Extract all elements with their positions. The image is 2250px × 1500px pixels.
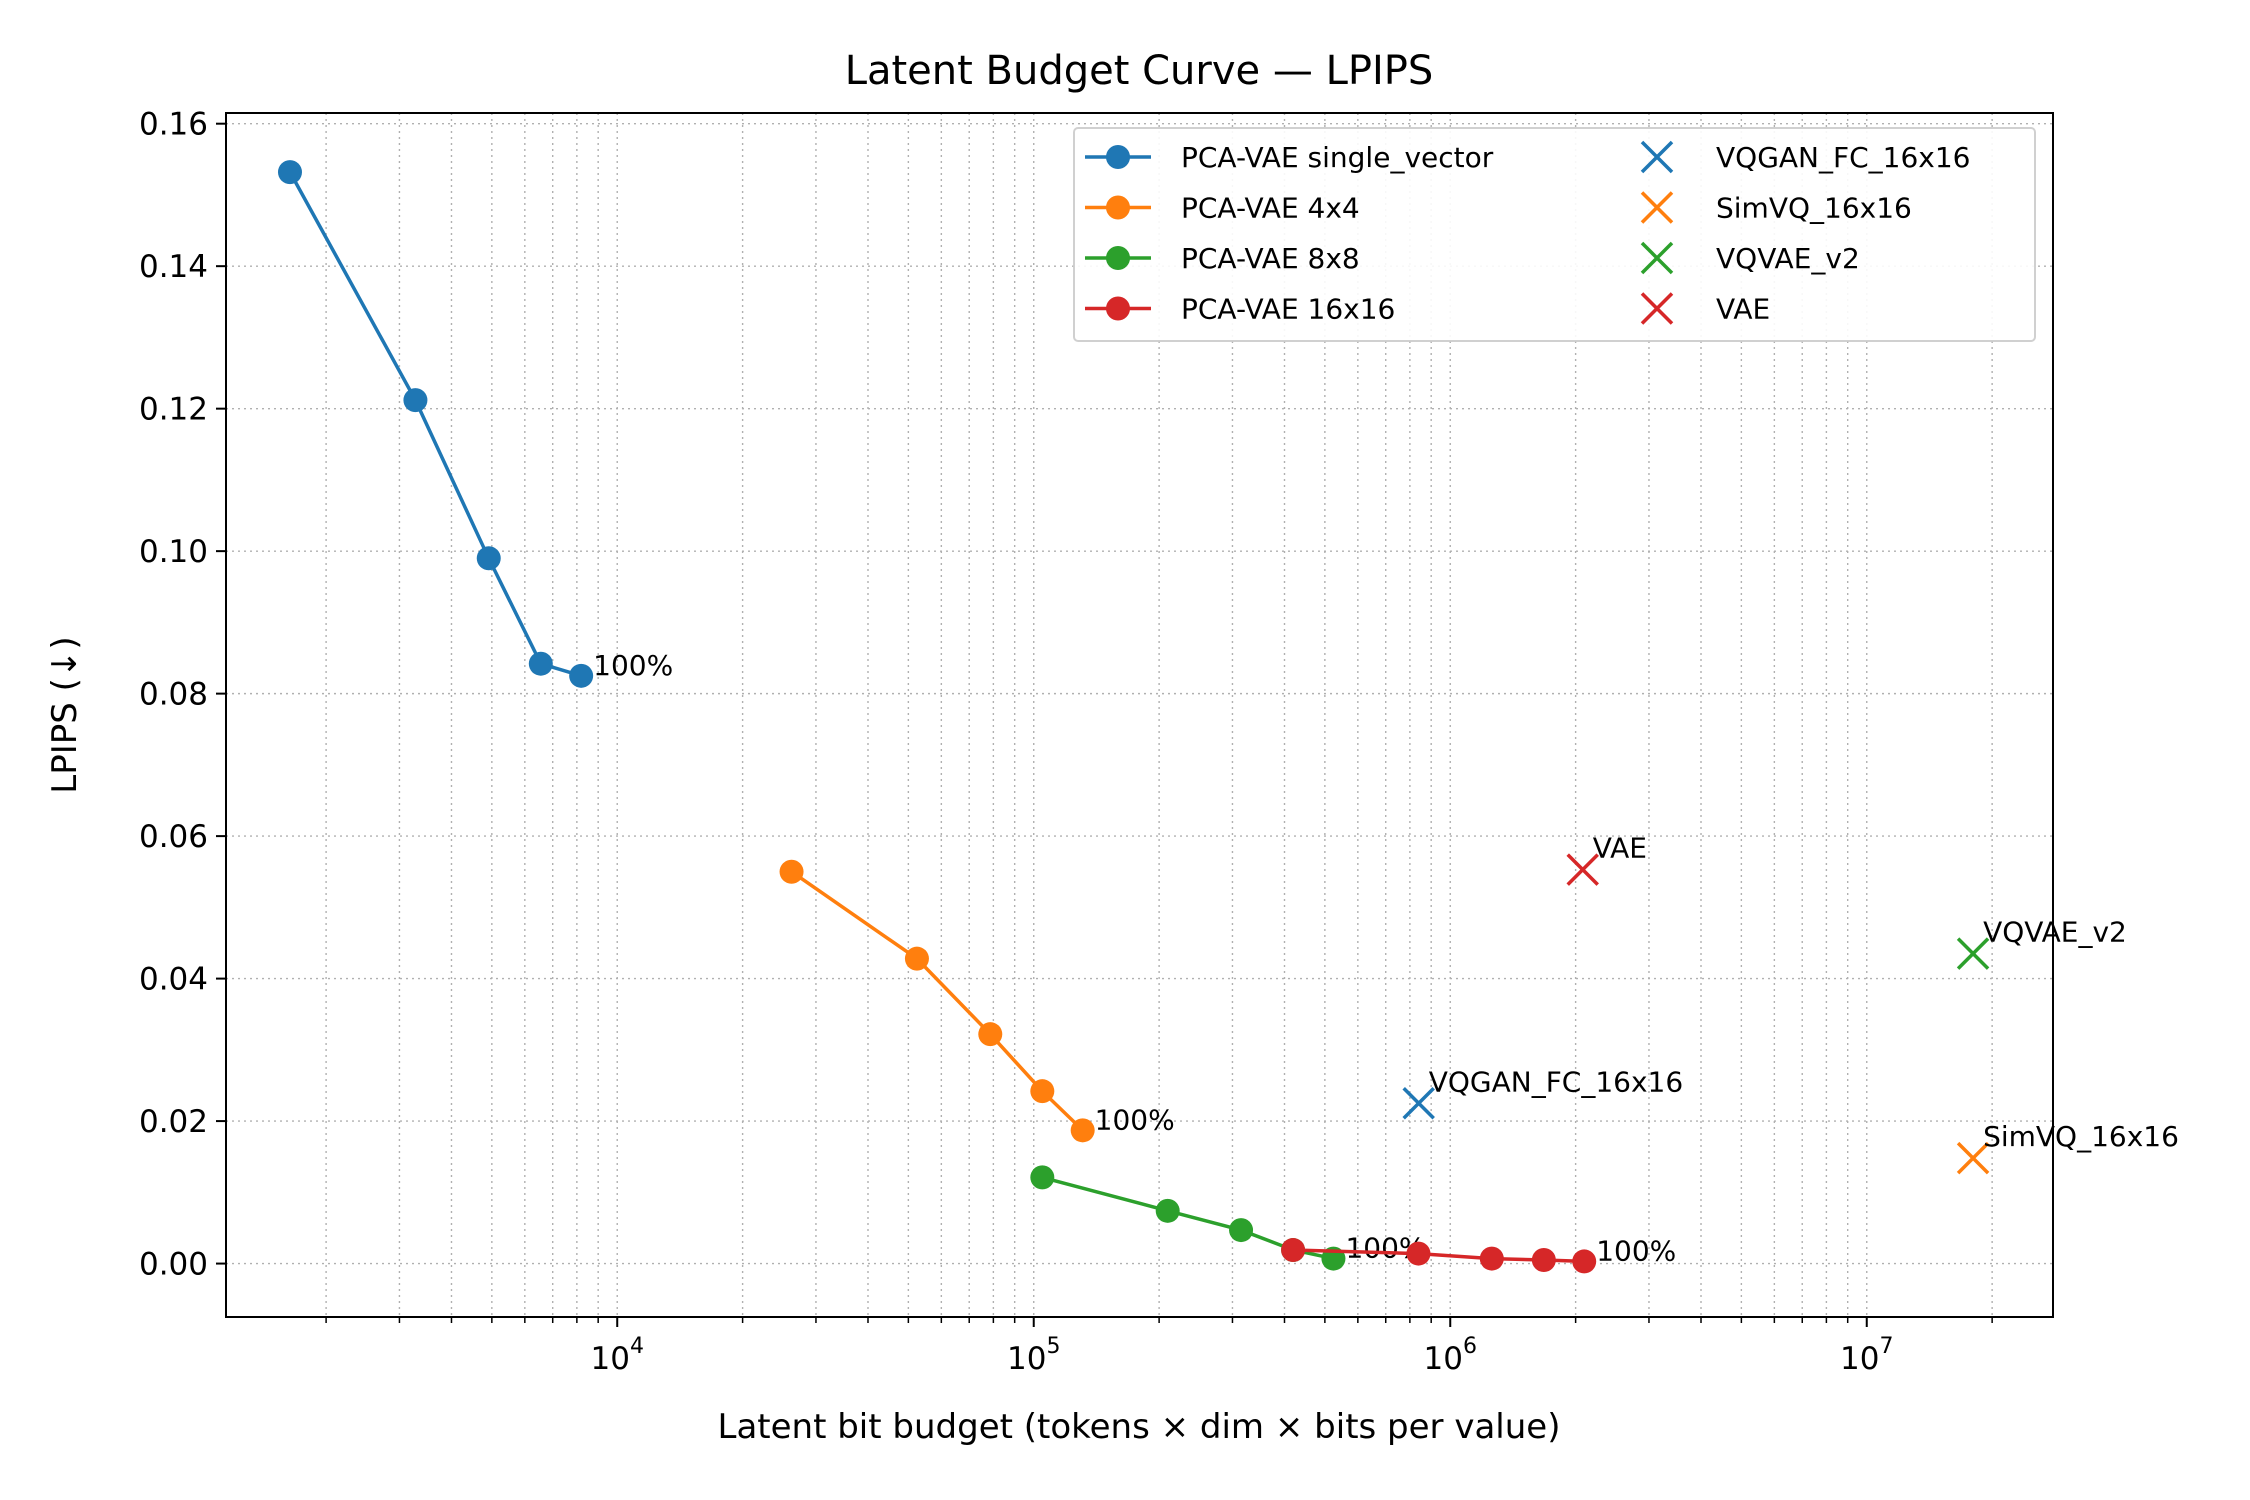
data-point: [1030, 1165, 1055, 1190]
data-point: [1406, 1241, 1431, 1266]
x-tick-exponent: 5: [1046, 1334, 1060, 1359]
legend-marker: [1106, 195, 1130, 220]
x-tick-label: 105: [1007, 1334, 1060, 1377]
data-point: [1531, 1248, 1556, 1273]
cross-stroke: [1640, 140, 1674, 174]
data-point: [403, 388, 428, 413]
y-tick-label: 0.04: [139, 962, 208, 998]
legend-box: [1073, 127, 2036, 342]
baseline-label: VQGAN_FC_16x16: [1429, 1065, 1683, 1098]
y-tick-label: 0.16: [139, 107, 208, 143]
legend-label: VQVAE_v2: [1716, 242, 1860, 275]
legend-label: PCA-VAE 4x4: [1181, 192, 1360, 225]
end-annotation: 100%: [1095, 1103, 1175, 1136]
cross-stroke: [1402, 1087, 1435, 1120]
cross-stroke: [1956, 1141, 1990, 1175]
cross-stroke: [1640, 292, 1674, 325]
x-tick-base: 10: [591, 1341, 630, 1377]
y-tick-label: 0.10: [139, 534, 208, 570]
y-tick-label: 0.14: [139, 249, 208, 285]
x-tick-base: 10: [1424, 1341, 1463, 1377]
legend-label: SimVQ_16x16: [1716, 192, 1912, 225]
legend-cross: [1640, 191, 1674, 224]
baseline-vqvae-v2: VQVAE_v2: [1956, 916, 2127, 970]
x-tick-exponent: 6: [1463, 1334, 1477, 1359]
baseline-label: SimVQ_16x16: [1983, 1120, 2179, 1153]
x-tick-exponent: 7: [1879, 1334, 1893, 1359]
end-annotation: 100%: [593, 649, 673, 682]
data-point: [1281, 1238, 1306, 1263]
y-axis-ticks: 0.00 0.02 0.04 0.06 0.08 0.10 0.12 0.14 0.16: [139, 107, 226, 1283]
y-axis-label: LPIPS (↓): [45, 636, 85, 793]
legend-cross: [1640, 241, 1674, 275]
data-point: [904, 946, 929, 971]
y-tick-label: 0.08: [139, 677, 208, 713]
baseline-markers: VQGAN_FC_16x16 SimVQ_16x16 VQVAE_v2 VAE: [1402, 832, 2179, 1175]
data-point: [569, 663, 594, 688]
y-tick-label: 0.02: [139, 1104, 208, 1140]
series-pca-vae-8x8: 100%: [1030, 1165, 1426, 1271]
baseline-label: VQVAE_v2: [1983, 916, 2127, 949]
x-axis-ticks: 104 105 106 107: [591, 1317, 1893, 1377]
grid-lines: [226, 113, 2053, 1317]
baseline-simvq-16x16: SimVQ_16x16: [1956, 1120, 2179, 1175]
baseline-vqgan-fc-16x16: VQGAN_FC_16x16: [1402, 1065, 1683, 1120]
data-point: [779, 859, 804, 884]
plot-frame: [225, 112, 2054, 1318]
y-tick-label: 0.00: [139, 1247, 208, 1283]
baseline-vae: VAE: [1566, 832, 1647, 886]
legend-label: PCA-VAE single_vector: [1181, 141, 1494, 174]
x-tick-base: 10: [1007, 1341, 1046, 1377]
series-pca-vae-16x16: 100%: [1281, 1234, 1676, 1274]
cross-stroke: [1956, 937, 1990, 970]
legend-marker: [1106, 246, 1130, 270]
x-axis-label: Latent bit budget (tokens × dim × bits p…: [718, 1407, 1561, 1447]
chart-title: Latent Budget Curve — LPIPS: [845, 48, 1434, 94]
series-pca-vae-4x4: 100%: [779, 859, 1175, 1143]
x-tick-base: 10: [1840, 1341, 1879, 1377]
cross-stroke: [1566, 853, 1599, 886]
series-layer: 100% 100% 100% 100%: [277, 160, 1676, 1274]
data-point: [1030, 1079, 1055, 1104]
data-point: [1479, 1246, 1504, 1271]
legend-label: PCA-VAE 16x16: [1181, 293, 1395, 326]
end-annotation: 100%: [1596, 1234, 1676, 1267]
x-tick-label: 106: [1424, 1334, 1477, 1377]
data-point: [1155, 1198, 1180, 1223]
legend: PCA-VAE single_vector PCA-VAE 4x4 PCA-VAE …: [1073, 127, 2036, 342]
data-point: [1229, 1218, 1254, 1243]
legend-marker: [1106, 296, 1130, 321]
legend-cross: [1640, 140, 1674, 174]
x-tick-label: 104: [591, 1334, 644, 1377]
cross-stroke: [1640, 191, 1674, 224]
series-pca-vae-single-vector: 100%: [277, 160, 673, 688]
x-tick-exponent: 4: [630, 1334, 644, 1359]
data-point: [978, 1022, 1003, 1047]
baseline-label: VAE: [1593, 832, 1647, 865]
data-point: [1070, 1118, 1095, 1143]
legend-label: VAE: [1716, 293, 1770, 326]
data-point: [476, 546, 501, 571]
legend-label: VQGAN_FC_16x16: [1716, 141, 1970, 174]
legend-cross: [1640, 292, 1674, 325]
data-point: [277, 160, 302, 185]
cross-stroke: [1640, 241, 1674, 275]
y-tick-label: 0.12: [139, 392, 208, 428]
legend-label: PCA-VAE 8x8: [1181, 242, 1360, 275]
data-point: [528, 651, 553, 676]
series-line: [288, 171, 582, 678]
legend-marker: [1106, 145, 1130, 169]
data-point: [1572, 1249, 1597, 1274]
x-tick-label: 107: [1840, 1334, 1893, 1377]
y-tick-label: 0.06: [139, 819, 208, 855]
